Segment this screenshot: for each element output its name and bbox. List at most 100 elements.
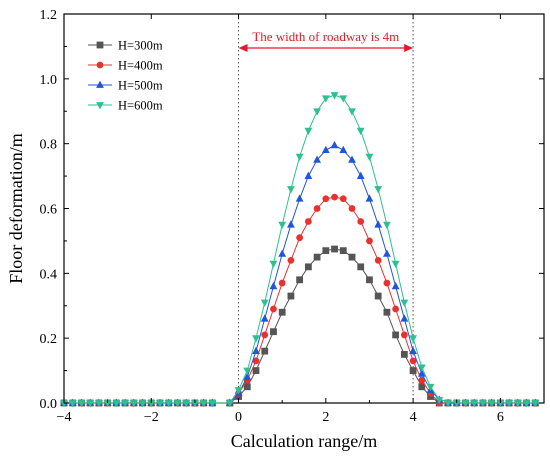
data-point [417, 364, 426, 372]
x-tick-label: 6 [497, 410, 504, 425]
data-point [452, 400, 461, 408]
data-point [313, 205, 321, 212]
data-point [313, 253, 321, 261]
series-H=500m [60, 140, 544, 406]
y-tick-label: 0.8 [40, 138, 58, 153]
legend-label: H=300m [118, 39, 163, 53]
axis-ticks: −4 −2 0 2 4 6 0.0 0.2 0.4 0.6 0.8 1.0 1.2 [40, 8, 544, 425]
y-axis-title: Floor deformation/m [6, 133, 26, 283]
data-point [383, 279, 391, 287]
data-point [366, 276, 373, 284]
data-point [313, 155, 321, 163]
y-tick-label: 1.0 [40, 73, 58, 88]
data-point [391, 281, 400, 290]
data-point [287, 256, 295, 264]
roadway-width-annotation: The width of roadway is 4m [238, 29, 414, 52]
legend-item: H=600m [88, 99, 163, 113]
data-point [269, 281, 278, 290]
legend-marker [96, 102, 104, 110]
data-point [261, 347, 269, 355]
legend-item: H=400m [88, 59, 163, 73]
data-point [348, 108, 356, 116]
data-point [199, 400, 208, 408]
data-point [225, 400, 234, 408]
x-tick-label: −2 [144, 410, 159, 425]
data-point [304, 218, 312, 225]
series-line [64, 196, 544, 404]
legend-marker [96, 61, 104, 69]
data-point [400, 331, 408, 339]
data-point [409, 367, 417, 374]
data-point [147, 400, 156, 408]
data-point [409, 335, 417, 343]
legend-label: H=600m [118, 99, 163, 113]
data-point [260, 299, 269, 307]
data-point [208, 400, 217, 408]
y-tick-label: 0.6 [40, 203, 58, 218]
data-point [331, 193, 338, 201]
data-point [270, 305, 277, 313]
data-point [418, 383, 426, 391]
data-point [295, 194, 304, 202]
data-point [365, 153, 374, 162]
data-point [417, 369, 426, 377]
data-point [295, 153, 304, 162]
data-point [531, 400, 540, 408]
data-point [278, 221, 287, 230]
data-point [156, 400, 164, 408]
data-point [374, 186, 383, 194]
data-point [243, 383, 251, 391]
data-point [129, 400, 138, 408]
data-point [322, 247, 330, 255]
data-point [391, 260, 400, 269]
data-point [287, 220, 295, 228]
data-point [278, 249, 287, 257]
data-point [121, 400, 129, 408]
data-point [304, 263, 312, 271]
data-point [496, 400, 505, 408]
legend-label: H=400m [118, 59, 163, 73]
data-point [409, 346, 417, 355]
data-point [418, 376, 426, 384]
data-point [383, 249, 391, 257]
data-point [409, 357, 417, 365]
data-point [243, 372, 252, 380]
data-point [269, 260, 278, 269]
data-point [356, 127, 365, 136]
data-point [339, 95, 348, 103]
data-point [287, 186, 295, 194]
data-point [304, 127, 313, 136]
data-point [234, 387, 243, 395]
y-tick-label: 0.4 [40, 267, 58, 282]
data-point [252, 367, 260, 374]
data-point [461, 400, 470, 408]
data-point [138, 400, 147, 408]
data-point [321, 95, 330, 103]
data-point [112, 400, 121, 408]
data-point [296, 234, 304, 242]
data-point [435, 396, 444, 405]
data-point [479, 400, 487, 408]
data-point [182, 400, 191, 408]
data-point [313, 108, 321, 116]
data-point [330, 92, 339, 100]
annotation-arrowhead-right [404, 44, 414, 52]
data-point [505, 400, 513, 408]
data-point [260, 314, 269, 322]
legend: H=300m H=400m H=500m H=600m [88, 39, 163, 113]
legend-item: H=300m [88, 39, 163, 53]
y-tick-label: 0.2 [40, 332, 58, 347]
data-point [522, 400, 531, 408]
legend-marker [96, 80, 104, 88]
data-point [383, 221, 391, 230]
data-point [374, 292, 382, 300]
data-point [392, 331, 400, 339]
data-point [287, 292, 295, 300]
data-point [278, 308, 286, 316]
data-point [77, 400, 86, 408]
x-tick-label: 2 [322, 410, 329, 425]
data-point [400, 314, 409, 322]
data-point [252, 335, 260, 343]
data-point [392, 305, 400, 313]
